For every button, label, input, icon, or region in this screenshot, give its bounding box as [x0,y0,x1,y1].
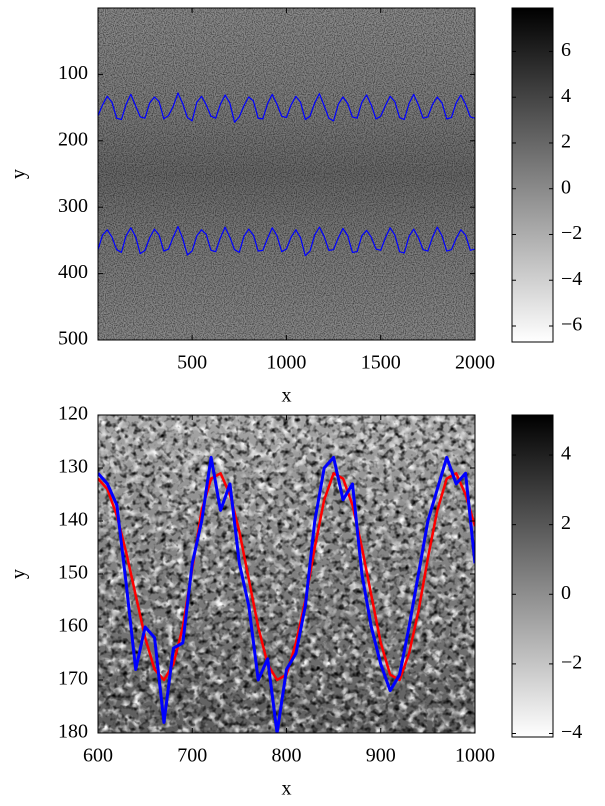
colorbar-tick-label: 6 [561,39,571,61]
x-tick-label: 700 [177,745,207,767]
data-line [98,225,475,257]
y-tick-label: 160 [58,615,88,637]
colorbar-tick-label: −4 [561,268,582,290]
image-texture [98,415,475,733]
y-tick-label: 120 [58,403,88,425]
y-tick-label: 140 [58,509,88,531]
colorbar-tick-label: 0 [561,582,571,604]
y-tick-label: 200 [58,128,88,150]
colorbar-tick-label: 2 [561,131,571,153]
colorbar [511,7,554,343]
y-tick-label: 130 [58,456,88,478]
colorbar-tick-label: −4 [561,721,582,743]
plot-area [98,8,475,340]
colorbar-tick-label: 4 [561,85,571,107]
x-tick-label: 600 [83,745,113,767]
plot-area [98,415,475,733]
x-tick-label: 900 [366,745,396,767]
x-tick-label: 1000 [455,745,495,767]
image-texture [98,8,475,340]
x-axis-label: x [282,778,292,800]
colorbar-tick-label: 2 [561,512,571,534]
data-line [98,455,475,733]
colorbar-tick-label: 0 [561,176,571,198]
x-tick-label: 2000 [455,352,495,374]
colorbar [511,414,554,738]
x-tick-label: 1500 [361,352,401,374]
y-tick-label: 400 [58,261,88,283]
colorbar-tick-label: 4 [561,443,571,465]
x-tick-label: 800 [272,745,302,767]
colorbar-tick-label: −6 [561,314,582,336]
y-axis-label: y [8,169,30,179]
series-group [98,455,475,733]
x-axis-label: x [282,385,292,407]
y-axis-label: y [8,569,30,579]
x-tick-label: 500 [177,352,207,374]
y-tick-label: 150 [58,562,88,584]
data-line [98,92,475,123]
y-tick-label: 300 [58,195,88,217]
y-tick-label: 100 [58,62,88,84]
series-group [98,92,475,257]
colorbar-tick-label: −2 [561,651,582,673]
y-tick-label: 170 [58,668,88,690]
y-tick-label: 180 [58,721,88,743]
x-tick-label: 1000 [266,352,306,374]
colorbar-tick-label: −2 [561,222,582,244]
y-tick-label: 500 [58,328,88,350]
